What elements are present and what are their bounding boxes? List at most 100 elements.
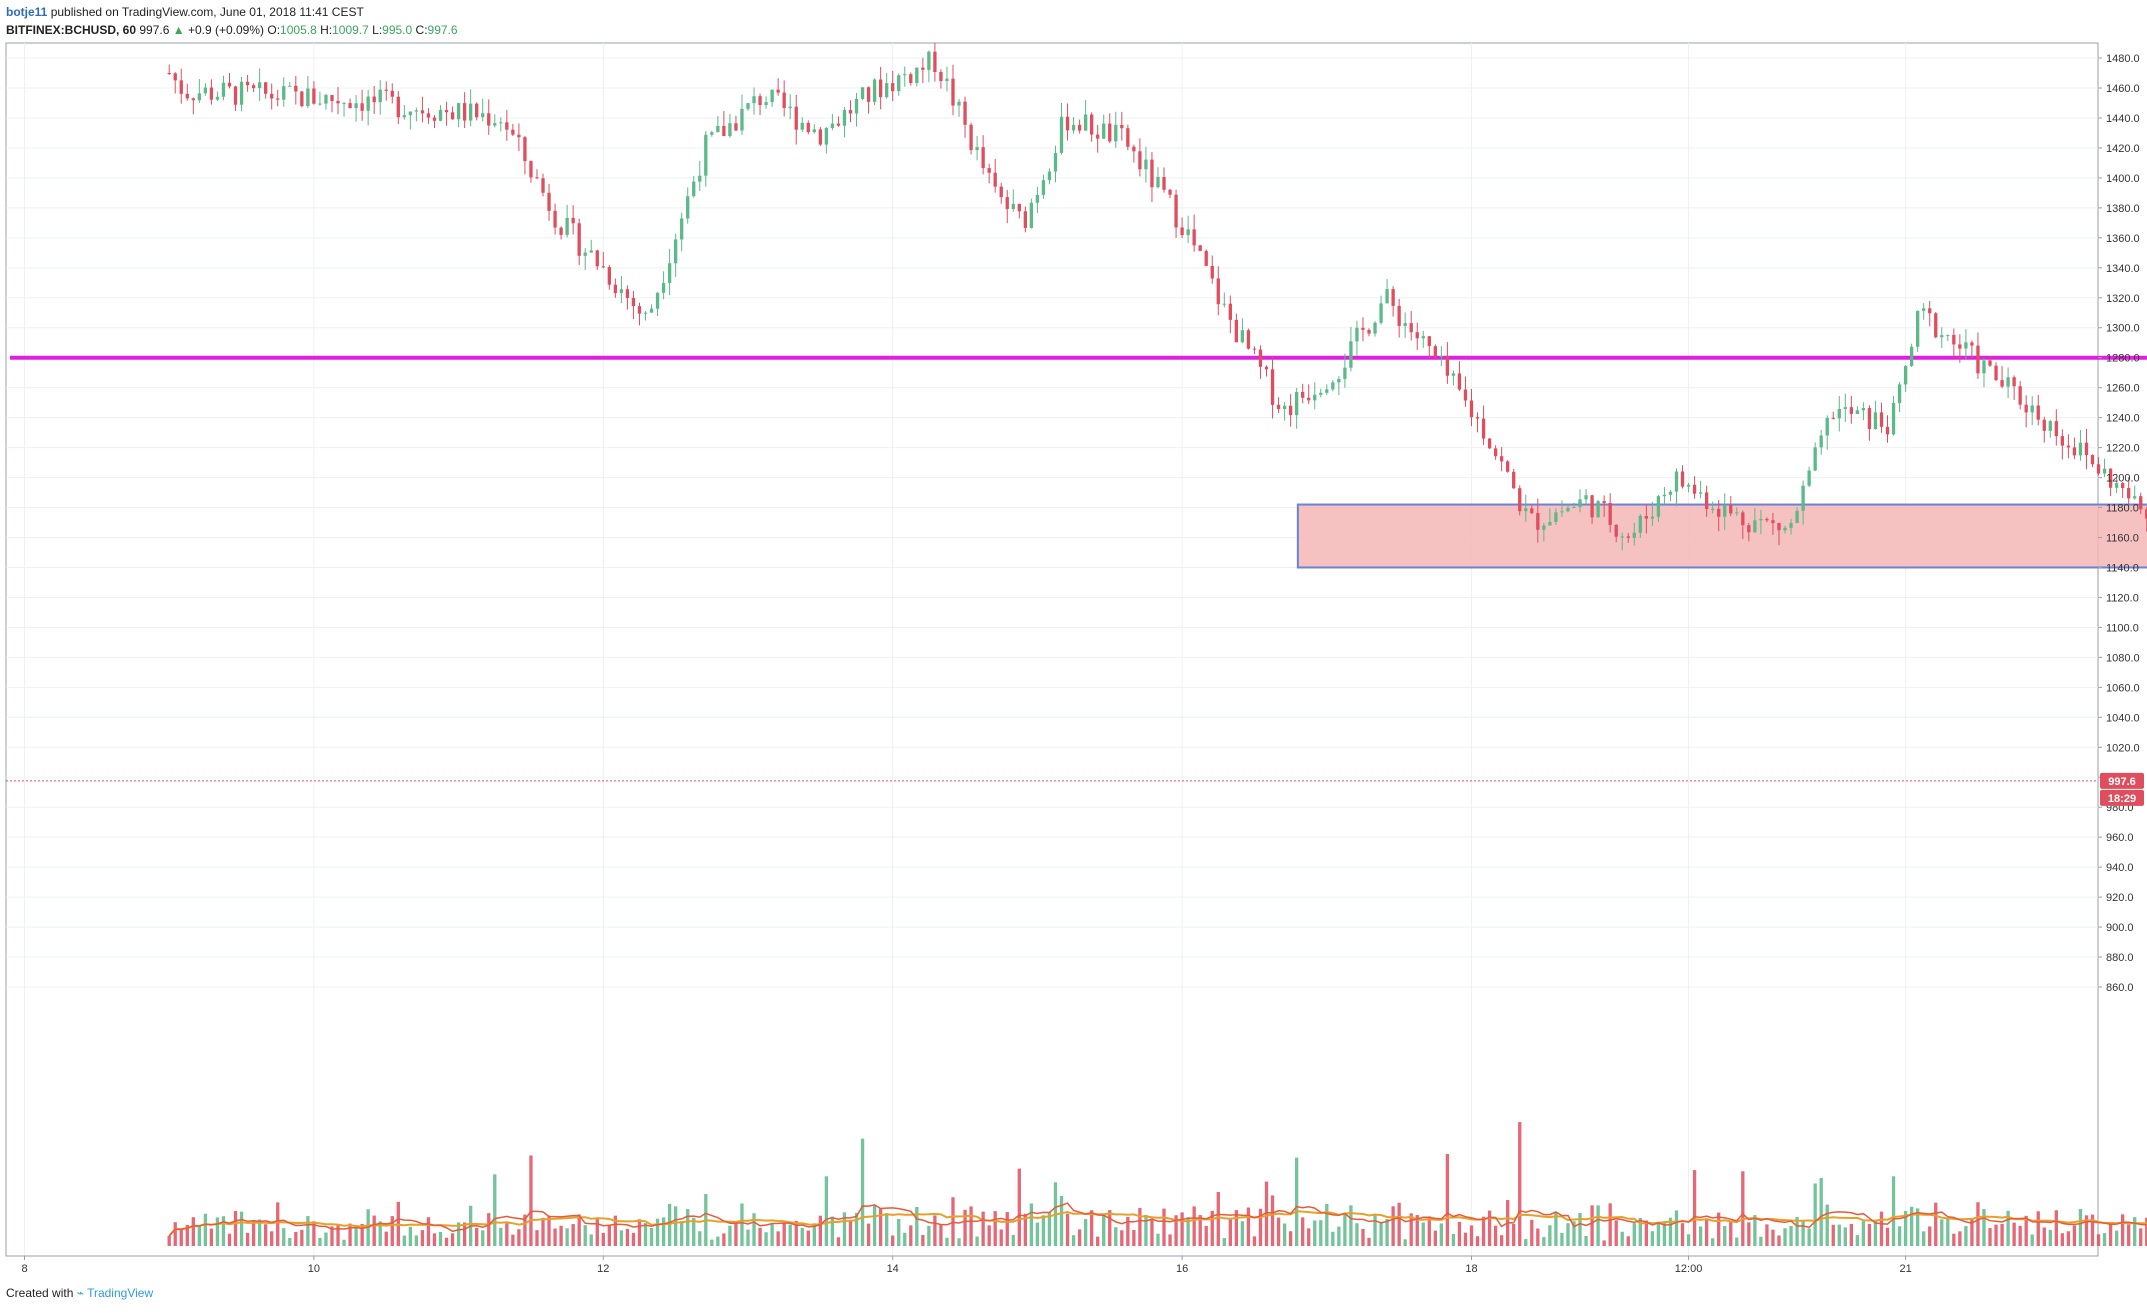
- candle-body: [384, 89, 388, 91]
- chart-header: botje11 published on TradingView.com, Ju…: [6, 3, 458, 39]
- candle-body: [1355, 327, 1359, 342]
- candle-body: [1783, 527, 1787, 531]
- candle-body: [209, 87, 214, 100]
- publish-line: botje11 published on TradingView.com, Ju…: [6, 3, 458, 21]
- candle-body: [1017, 203, 1021, 212]
- volume-bar: [1258, 1208, 1263, 1246]
- ohlc-line: BITFINEX:BCHUSD, 60 997.6 ▲ +0.9 (+0.09%…: [6, 21, 458, 39]
- volume-bar: [372, 1215, 376, 1246]
- candle-body: [2096, 464, 2101, 474]
- volume-bar: [384, 1231, 388, 1246]
- candle-body: [716, 125, 720, 133]
- candle-body: [1144, 159, 1148, 170]
- volume-bar: [306, 1216, 310, 1246]
- open-value: 1005.8: [280, 23, 317, 37]
- volume-bar: [1493, 1225, 1498, 1246]
- candle-body: [426, 113, 431, 118]
- candle-body: [987, 168, 991, 173]
- candle-body: [1686, 484, 1691, 487]
- y-tick-label: 920.0: [2106, 892, 2134, 904]
- volume-bar: [830, 1216, 835, 1246]
- volume-bar: [1071, 1235, 1076, 1246]
- volume-bar: [758, 1227, 762, 1246]
- volume-bar: [505, 1223, 509, 1246]
- candle-body: [915, 67, 919, 84]
- candle-body: [1903, 365, 1908, 385]
- volume-bar: [1964, 1226, 1968, 1246]
- volume-bar: [1397, 1202, 1401, 1246]
- candle-body: [1711, 508, 1715, 510]
- volume-bar: [1789, 1226, 1793, 1246]
- candle-body: [1940, 335, 1944, 338]
- candle-body: [312, 88, 316, 104]
- candle-body: [866, 87, 871, 102]
- candle-body: [1469, 400, 1474, 418]
- candle-body: [818, 129, 823, 145]
- candle-body: [1614, 524, 1618, 537]
- volume-bar: [1469, 1225, 1474, 1246]
- volume-bar: [2090, 1214, 2095, 1246]
- volume-bar: [390, 1216, 394, 1246]
- author-link[interactable]: botje11: [6, 5, 48, 19]
- volume-bar: [1011, 1234, 1015, 1246]
- candle-body: [1668, 491, 1673, 495]
- candle-body: [1011, 203, 1015, 210]
- volume-bar: [1222, 1238, 1226, 1246]
- candle-body: [2000, 380, 2004, 387]
- volume-bar: [1313, 1220, 1317, 1246]
- candle-body: [1759, 518, 1763, 521]
- candle-body: [1481, 418, 1486, 439]
- y-tick-label: 880.0: [2106, 952, 2134, 964]
- candle-body: [2133, 496, 2137, 499]
- x-tick-label: 12:00: [1675, 1263, 1703, 1275]
- volume-bar: [438, 1231, 443, 1246]
- volume-bar: [1246, 1207, 1251, 1246]
- candle-body: [1602, 501, 1606, 504]
- volume-bar: [1017, 1168, 1021, 1246]
- volume-bar: [1035, 1222, 1040, 1246]
- candle-body: [2139, 496, 2143, 510]
- candle-body: [993, 172, 997, 187]
- volume-bar: [523, 1214, 527, 1246]
- volume-bar: [1337, 1226, 1341, 1246]
- candle-body: [1065, 116, 1070, 131]
- candle-body: [547, 192, 551, 211]
- candle-body: [1288, 405, 1293, 416]
- volume-bar: [312, 1221, 316, 1246]
- candle-body: [179, 80, 183, 94]
- volume-bar: [1801, 1220, 1805, 1246]
- volume-bar: [1879, 1211, 1884, 1246]
- candle-body: [1729, 505, 1733, 514]
- candle-body: [1704, 492, 1709, 510]
- candle-body: [378, 89, 382, 103]
- volume-bar: [734, 1222, 738, 1246]
- volume-bar: [1638, 1217, 1642, 1246]
- candle-body: [2006, 377, 2010, 387]
- volume-bar: [294, 1231, 298, 1246]
- volume-bar: [2006, 1210, 2010, 1246]
- time-axis[interactable]: 8101214161812:0021232512:002830Jun12:004…: [6, 1255, 2147, 1275]
- volume-bar: [1885, 1227, 1890, 1246]
- candle-body: [1656, 496, 1661, 517]
- candle-body: [1168, 189, 1172, 195]
- candle-body: [1102, 123, 1106, 139]
- tradingview-brand[interactable]: TradingView: [87, 1286, 154, 1300]
- price-axis[interactable]: 860.0880.0900.0920.0940.0960.0980.01000.…: [2098, 53, 2140, 994]
- high-value: 1009.7: [332, 23, 369, 37]
- y-tick-label: 1460.0: [2106, 83, 2140, 95]
- candle-body: [1548, 522, 1552, 526]
- candle-body: [1753, 520, 1757, 533]
- volume-bar: [1602, 1240, 1606, 1246]
- candle-body: [203, 87, 208, 94]
- volume-bar: [915, 1206, 919, 1246]
- volume-bar: [2114, 1230, 2119, 1246]
- volume-bar: [348, 1223, 352, 1246]
- x-tick-label: 12: [597, 1263, 609, 1275]
- x-tick-label: 18: [1465, 1263, 1477, 1275]
- volume-bar: [1240, 1221, 1245, 1246]
- volume-bar: [300, 1229, 304, 1246]
- volume-bar: [667, 1203, 672, 1246]
- volume-bar: [1114, 1227, 1118, 1246]
